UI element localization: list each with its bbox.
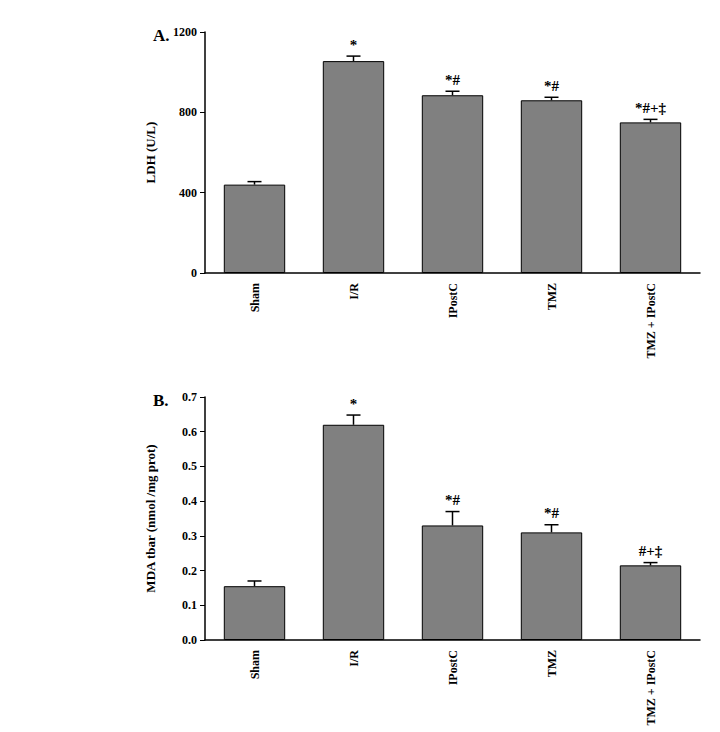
svg-text:MDA tbar (nmol /mg prot): MDA tbar (nmol /mg prot) (143, 444, 158, 592)
svg-text:TMZ: TMZ (545, 650, 559, 677)
svg-text:I/R: I/R (347, 650, 361, 667)
svg-text:TMZ: TMZ (545, 283, 559, 310)
svg-text:IPostC: IPostC (446, 650, 460, 685)
svg-text:0.6: 0.6 (182, 425, 197, 439)
svg-text:*#+‡: *#+‡ (635, 100, 667, 116)
svg-text:*#: *# (544, 505, 560, 521)
svg-text:*#: *# (445, 492, 461, 508)
svg-text:I/R: I/R (347, 283, 361, 300)
svg-text:0.2: 0.2 (182, 564, 197, 578)
svg-text:0.7: 0.7 (182, 390, 197, 404)
svg-text:#+‡: #+‡ (639, 543, 663, 559)
svg-text:Sham: Sham (248, 650, 262, 679)
svg-text:0.5: 0.5 (182, 459, 197, 473)
svg-text:*: * (350, 37, 358, 53)
svg-text:1200: 1200 (173, 25, 197, 39)
svg-text:LDH (U/L): LDH (U/L) (143, 122, 158, 184)
svg-text:B.: B. (153, 391, 169, 410)
svg-text:800: 800 (179, 105, 197, 119)
svg-text:0.0: 0.0 (182, 633, 197, 647)
svg-text:0.3: 0.3 (182, 529, 197, 543)
svg-text:IPostC: IPostC (446, 283, 460, 318)
svg-text:TMZ + IPostC: TMZ + IPostC (644, 650, 658, 726)
svg-text:A.: A. (153, 26, 170, 45)
svg-text:Sham: Sham (248, 283, 262, 312)
svg-text:400: 400 (179, 186, 197, 200)
svg-text:0.1: 0.1 (182, 598, 197, 612)
svg-text:*#: *# (544, 78, 560, 94)
svg-text:*#: *# (445, 72, 461, 88)
svg-text:*: * (350, 396, 358, 412)
svg-text:0: 0 (191, 266, 197, 280)
svg-text:0.4: 0.4 (182, 494, 197, 508)
svg-text:TMZ + IPostC: TMZ + IPostC (644, 283, 658, 359)
